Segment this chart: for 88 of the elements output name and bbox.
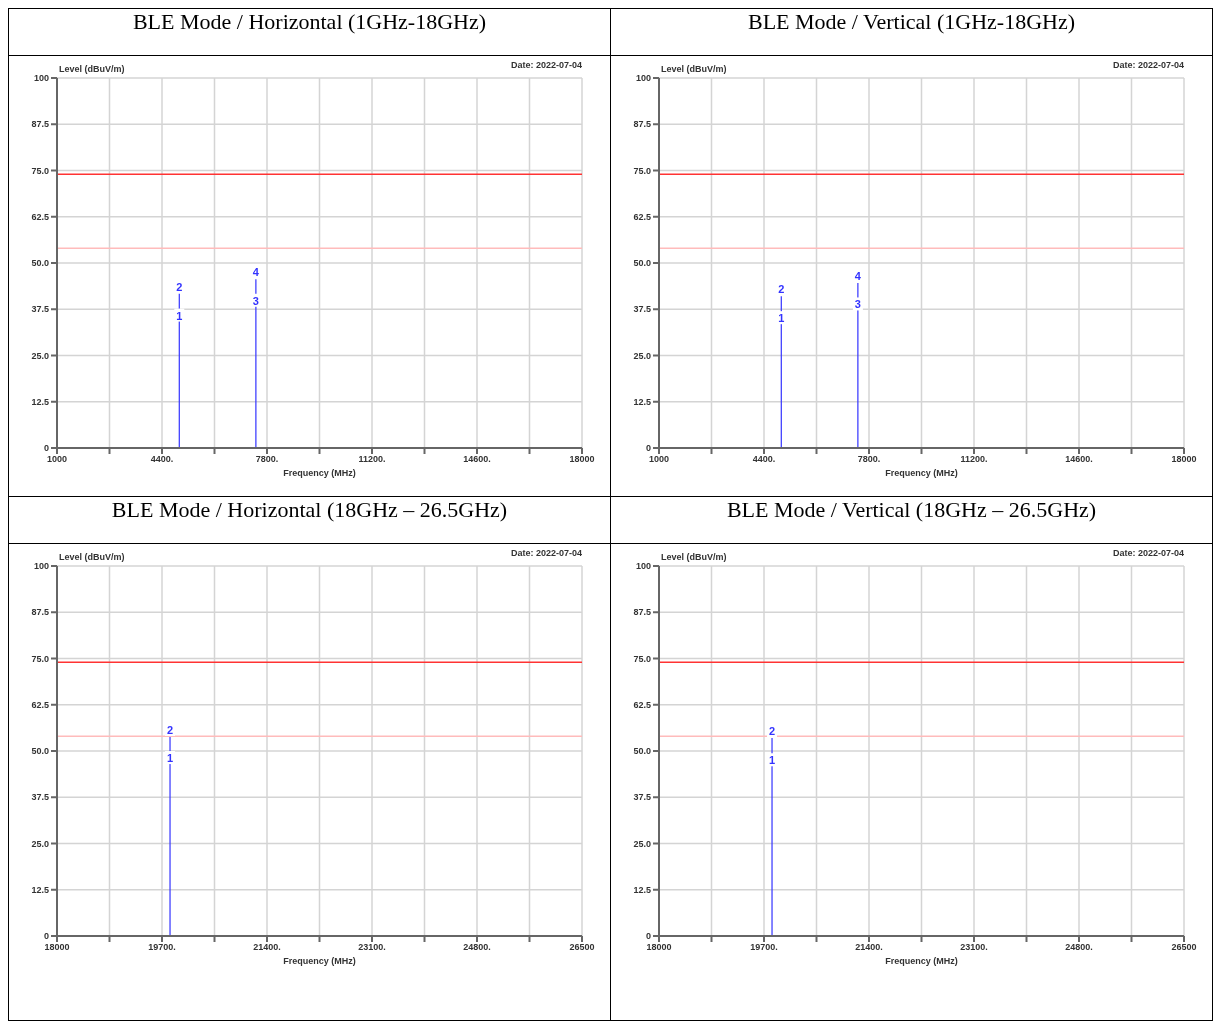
x-tick-label: 18000 [1171,454,1197,465]
x-axis-title: Frequency (MHz) [885,956,958,966]
y-tick-label: 12.5 [31,396,49,407]
y-tick-label: 50.0 [31,746,49,757]
annotation: 4 [854,269,862,282]
y-tick-label: 25.0 [633,350,651,361]
y-tick-label: 87.5 [31,119,49,130]
y-tick-label: 37.5 [633,792,651,803]
x-tick-label: 18000 [646,942,672,953]
y-tick-label: 37.5 [31,792,49,803]
x-tick-label: 18000 [44,942,70,953]
y-tick-label: 0 [645,443,651,454]
annotation: 4 [252,266,260,279]
y-tick-label: 87.5 [31,607,49,618]
x-tick-label: 26500 [1171,942,1197,953]
y-tick-label: 87.5 [633,607,651,618]
chart-title: BLE Mode / Vertical (1GHz-18GHz) [610,8,1213,56]
y-tick-label: 100 [635,73,651,84]
y-tick-label: 0 [645,931,651,942]
y-axis-title: Level (dBuV/m) [59,552,125,562]
y-tick-label: 75.0 [633,165,651,176]
annotation: 2 [176,280,183,293]
annotation: 3 [252,294,259,307]
annotation: 3 [854,298,861,311]
y-tick-label: 50.0 [633,258,651,269]
y-tick-label: 37.5 [633,304,651,315]
x-axis-title: Frequency (MHz) [283,956,356,966]
y-tick-label: 0 [43,931,49,942]
x-tick-label: 11200. [960,454,988,465]
y-tick-label: 62.5 [633,699,651,710]
x-tick-label: 11200. [358,454,386,465]
y-axis-title: Level (dBuV/m) [661,64,727,74]
y-tick-label: 25.0 [633,838,651,849]
x-tick-label: 23100. [358,942,386,953]
y-tick-label: 75.0 [31,653,49,664]
annotation: 1 [176,309,183,322]
x-tick-label: 14600. [463,454,491,465]
y-tick-label: 37.5 [31,304,49,315]
y-axis-title: Level (dBuV/m) [661,552,727,562]
y-tick-label: 50.0 [31,258,49,269]
x-tick-label: 7800. [255,454,279,465]
y-tick-label: 62.5 [633,211,651,222]
x-axis-title: Frequency (MHz) [283,468,356,478]
y-tick-label: 87.5 [633,119,651,130]
annotation: 1 [778,312,785,325]
annotation: 2 [768,725,776,738]
x-tick-label: 4400. [752,454,776,465]
y-tick-label: 25.0 [31,838,49,849]
y-tick-label: 50.0 [633,746,651,757]
x-tick-label: 24800. [463,942,491,953]
y-tick-label: 0 [43,443,49,454]
x-tick-label: 18000 [569,454,595,465]
x-tick-label: 19700. [750,942,778,953]
x-tick-label: 21400. [855,942,883,953]
y-tick-label: 12.5 [31,884,49,895]
annotation: 1 [166,752,174,765]
x-tick-label: 14600. [1065,454,1093,465]
y-tick-label: 62.5 [31,211,49,222]
text: Date: 2022-07-04 [510,548,582,558]
y-tick-label: 100 [33,73,49,84]
x-tick-label: 4400. [150,454,174,465]
x-axis-title: Frequency (MHz) [885,468,958,478]
y-tick-label: 100 [33,561,49,572]
y-tick-label: 100 [635,561,651,572]
annotation: 2 [166,723,174,736]
x-tick-label: 23100. [960,942,988,953]
x-tick-label: 21400. [253,942,281,953]
y-tick-label: 12.5 [633,884,651,895]
text: Date: 2022-07-04 [1112,548,1184,558]
annotation: 2 [778,283,785,296]
x-tick-label: 1000 [46,454,68,465]
y-tick-label: 75.0 [633,653,651,664]
x-tick-label: 24800. [1065,942,1093,953]
y-tick-label: 62.5 [31,699,49,710]
text: Date: 2022-07-04 [510,60,582,70]
x-tick-label: 26500 [569,942,595,953]
text: Date: 2022-07-04 [1112,60,1184,70]
chart-title: BLE Mode / Vertical (18GHz – 26.5GHz) [610,496,1213,544]
annotation: 1 [768,754,776,767]
y-tick-label: 75.0 [31,165,49,176]
x-tick-label: 1000 [648,454,670,465]
y-tick-label: 25.0 [31,350,49,361]
chart-title: BLE Mode / Horizontal (1GHz-18GHz) [8,8,611,56]
y-axis-title: Level (dBuV/m) [59,64,125,74]
x-tick-label: 7800. [857,454,881,465]
x-tick-label: 19700. [148,942,176,953]
chart-title: BLE Mode / Horizontal (18GHz – 26.5GHz) [8,496,611,544]
y-tick-label: 12.5 [633,396,651,407]
